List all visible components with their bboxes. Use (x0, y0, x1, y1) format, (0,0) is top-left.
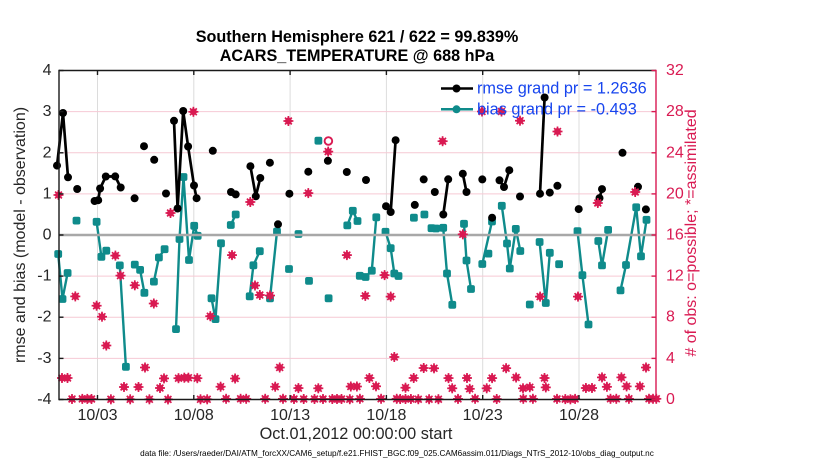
svg-text:10/18: 10/18 (366, 407, 406, 424)
svg-text:# of obs: o=possible; *=assimi: # of obs: o=possible; *=assimilated (683, 109, 700, 356)
svg-text:Oct.01,2012 00:00:00 start: Oct.01,2012 00:00:00 start (260, 425, 453, 443)
svg-text:ACARS_TEMPERATURE @ 688 hPa: ACARS_TEMPERATURE @ 688 hPa (220, 47, 496, 65)
svg-text:0: 0 (43, 227, 52, 244)
svg-text:-3: -3 (37, 350, 51, 367)
svg-text:-2: -2 (37, 309, 51, 326)
svg-text:0: 0 (666, 391, 675, 408)
svg-text:10/08: 10/08 (174, 407, 214, 424)
svg-text:8: 8 (666, 309, 675, 326)
svg-text:rmse and bias (model - observa: rmse and bias (model - observation) (12, 107, 29, 363)
svg-text:10/03: 10/03 (77, 407, 117, 424)
svg-text:20: 20 (666, 185, 684, 202)
svg-text:-4: -4 (37, 391, 51, 408)
svg-text:24: 24 (666, 144, 684, 161)
svg-text:12: 12 (666, 268, 684, 285)
svg-text:-1: -1 (37, 268, 51, 285)
svg-text:4: 4 (666, 350, 675, 367)
svg-text:1: 1 (43, 185, 52, 202)
svg-text:3: 3 (43, 103, 52, 120)
svg-text:10/28: 10/28 (559, 407, 599, 424)
svg-text:10/13: 10/13 (270, 407, 310, 424)
svg-text:10/23: 10/23 (463, 407, 503, 424)
svg-text:16: 16 (666, 227, 684, 244)
svg-text:bias grand pr = -0.493: bias grand pr = -0.493 (477, 100, 637, 118)
svg-text:data file: /Users/raeder/DAI/A: data file: /Users/raeder/DAI/ATM_forcXX/… (140, 449, 654, 458)
svg-text:2: 2 (43, 144, 52, 161)
svg-text:28: 28 (666, 103, 684, 120)
svg-text:32: 32 (666, 62, 684, 79)
svg-text:rmse grand pr = 1.2636: rmse grand pr = 1.2636 (477, 80, 647, 98)
svg-text:Southern Hemisphere 621 / 622: Southern Hemisphere 621 / 622 = 99.839% (196, 28, 519, 46)
svg-text:4: 4 (43, 62, 52, 79)
